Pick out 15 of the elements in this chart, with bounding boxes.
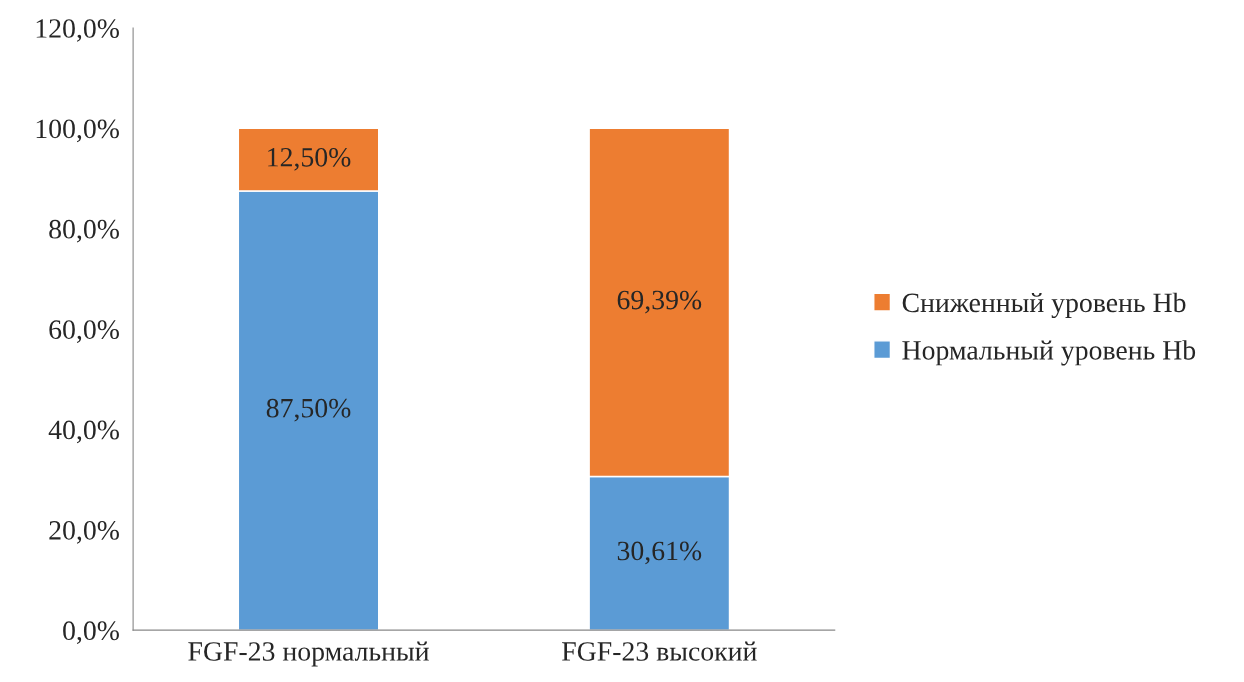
data-label: 30,61%: [617, 541, 702, 565]
x-tick-label: FGF-23 высокий: [562, 641, 757, 661]
data-label: 12,50%: [268, 147, 351, 171]
y-tick-label: 60,0%: [49, 320, 119, 343]
y-tick-label: 20,0%: [49, 520, 119, 544]
legend-label: Сниженный уровень Hb: [902, 292, 1186, 318]
data-label: 87,50%: [266, 398, 351, 422]
y-tick-label: 100,0%: [36, 119, 119, 143]
y-tick-label: 80,0%: [49, 219, 119, 243]
y-tick-label: 120,0%: [36, 19, 119, 42]
legend-label: Нормальный уровень Hb: [902, 340, 1196, 366]
data-label: 69,39%: [617, 290, 702, 314]
x-tick-label: FGF-23 нормальный: [188, 641, 429, 667]
y-tick-label: 0,0%: [63, 621, 119, 645]
y-tick-label: 40,0%: [48, 420, 119, 444]
